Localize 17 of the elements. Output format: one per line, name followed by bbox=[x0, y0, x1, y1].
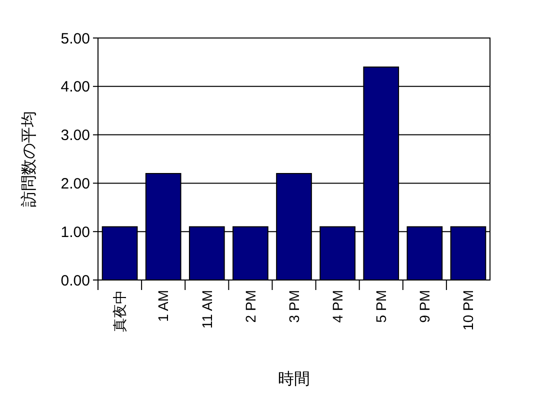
y-tick-label: 4.00 bbox=[60, 78, 90, 96]
y-tick-label: 5.00 bbox=[60, 30, 90, 48]
y-axis-title: 訪問数の平均 bbox=[20, 111, 38, 207]
x-axis-title: 時間 bbox=[278, 370, 310, 388]
x-tick-label: 真夜中 bbox=[112, 290, 128, 332]
x-tick-label: 4 PM bbox=[329, 290, 346, 323]
y-tick-label: 0.00 bbox=[60, 272, 90, 290]
x-tick-label: 11 AM bbox=[198, 290, 215, 329]
x-tick-label: 1 AM bbox=[155, 290, 172, 322]
y-tick-label: 3.00 bbox=[60, 127, 90, 144]
x-tick-label: 10 PM bbox=[460, 290, 476, 330]
y-tick-label: 2.00 bbox=[60, 175, 90, 192]
x-tick-label: 2 PM bbox=[242, 290, 258, 323]
x-tick-label: 9 PM bbox=[416, 290, 433, 323]
x-tick-label: 5 PM bbox=[373, 290, 390, 323]
x-tick-label: 3 PM bbox=[286, 290, 302, 323]
y-tick-label: 1.00 bbox=[60, 224, 90, 241]
